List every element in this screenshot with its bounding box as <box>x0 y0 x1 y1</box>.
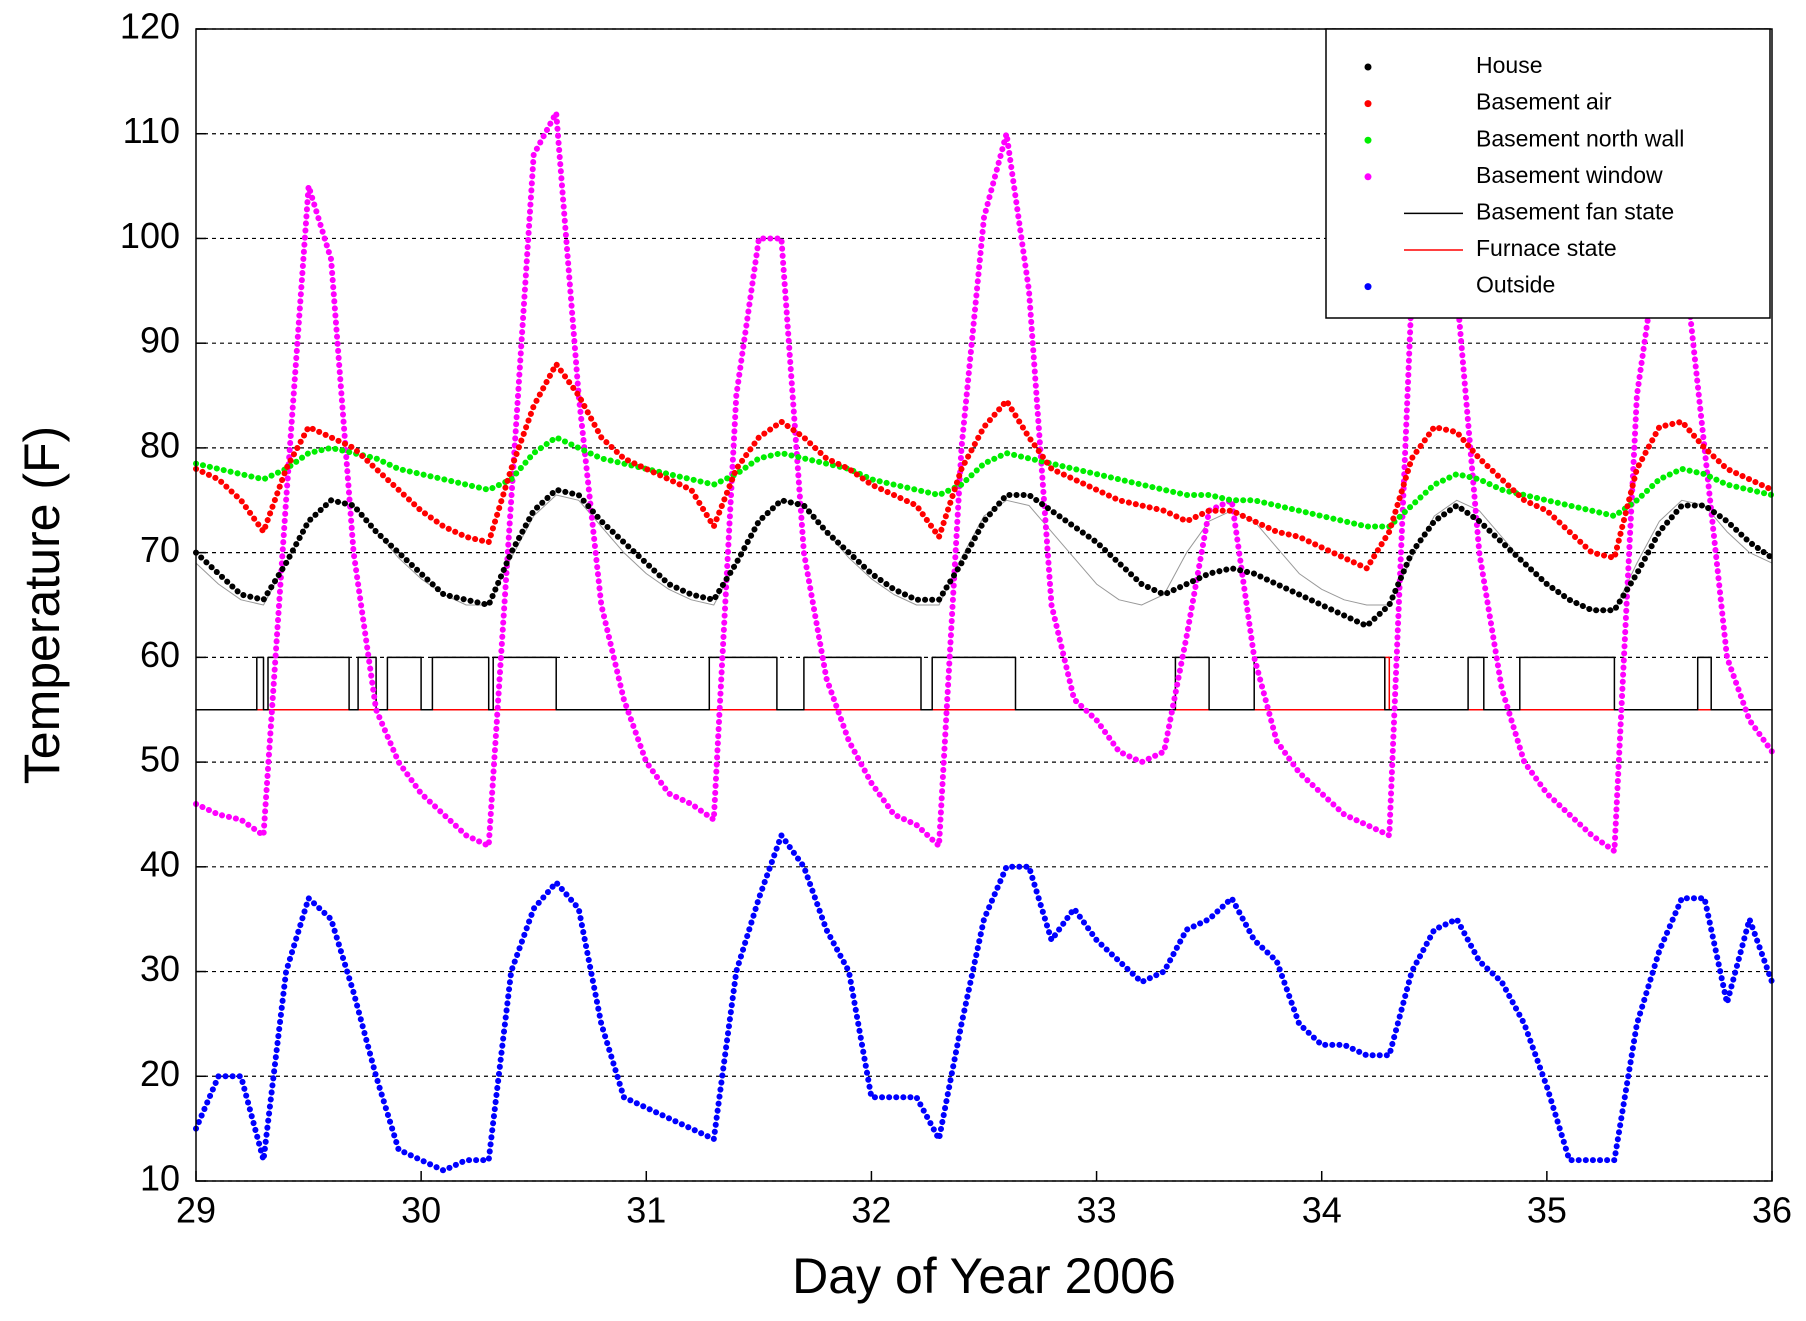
series-line <box>195 656 1773 711</box>
series-points <box>193 109 1775 855</box>
legend-label: Basement air <box>1476 89 1612 115</box>
y-tick-label: 20 <box>140 1053 180 1094</box>
series-line <box>195 494 1773 611</box>
legend-marker <box>1364 173 1372 181</box>
x-tick-label: 29 <box>176 1190 216 1231</box>
series-points <box>193 486 1775 629</box>
legend-box <box>1325 28 1771 319</box>
legend-marker <box>1364 283 1372 291</box>
y-tick-label: 50 <box>140 739 180 780</box>
y-tick-label: 30 <box>140 948 180 989</box>
x-tick-label: 32 <box>851 1190 891 1231</box>
legend-label: Basement fan state <box>1476 198 1674 224</box>
y-tick-label: 40 <box>140 843 180 884</box>
y-axis-title: Temperature (F) <box>14 426 70 784</box>
plot-frame <box>195 28 1773 1182</box>
legend-marker <box>1364 136 1372 144</box>
y-tick-label: 90 <box>140 320 180 361</box>
y-tick-label: 120 <box>120 6 180 47</box>
series-points <box>193 361 1775 572</box>
series-points <box>193 434 1775 530</box>
x-tick-label: 36 <box>1752 1190 1792 1231</box>
y-tick-label: 60 <box>140 634 180 675</box>
legend-label: House <box>1476 52 1542 78</box>
y-tick-label: 110 <box>123 110 180 151</box>
legend-marker <box>1364 63 1372 71</box>
x-axis-title: Day of Year 2006 <box>792 1248 1176 1304</box>
legend-marker <box>1364 100 1372 108</box>
y-tick-label: 70 <box>140 529 180 570</box>
x-tick-label: 34 <box>1302 1190 1342 1231</box>
y-tick-label: 10 <box>140 1158 180 1199</box>
legend-label: Basement north wall <box>1476 125 1684 151</box>
legend-label: Furnace state <box>1476 235 1617 261</box>
series-points <box>193 832 1775 1174</box>
y-tick-label: 100 <box>120 215 180 256</box>
x-tick-label: 33 <box>1077 1190 1117 1231</box>
x-tick-label: 31 <box>626 1190 666 1231</box>
x-tick-label: 30 <box>401 1190 441 1231</box>
legend: House Basement air Basement north wall Base… <box>1325 28 1771 319</box>
legend-label: Outside <box>1476 272 1555 298</box>
y-tick-label: 80 <box>140 424 180 465</box>
x-tick-label: 35 <box>1527 1190 1567 1231</box>
legend-label: Basement window <box>1476 162 1663 188</box>
